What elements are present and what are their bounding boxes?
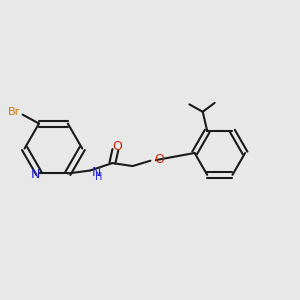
Text: N: N [31, 169, 40, 182]
Text: O: O [112, 140, 122, 153]
Text: H: H [95, 172, 103, 182]
Text: N: N [92, 167, 101, 179]
Text: Br: Br [8, 107, 20, 117]
Text: O: O [154, 153, 164, 166]
